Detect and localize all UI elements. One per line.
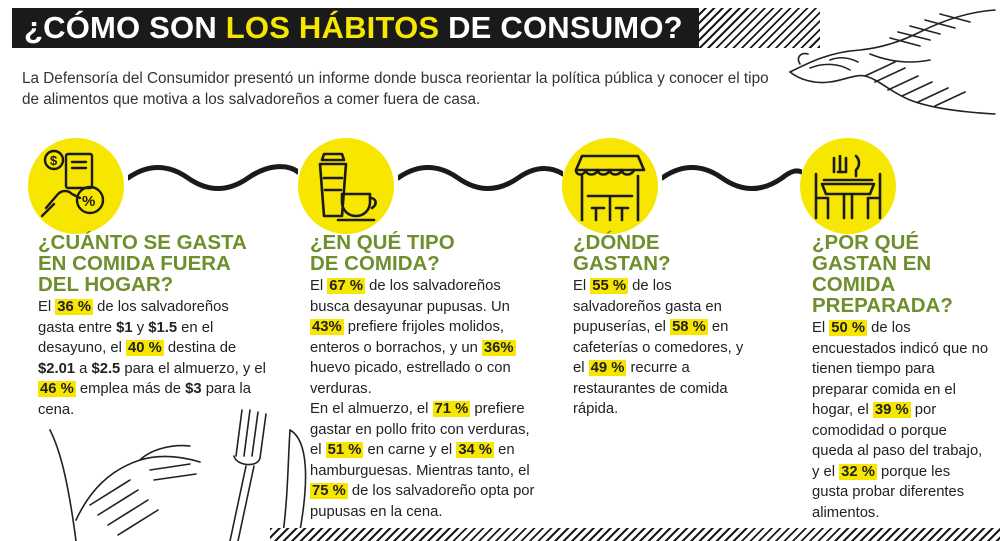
wave-connector-3 [662, 165, 802, 191]
hand-illustration-icon [789, 9, 996, 115]
body-text: El [573, 278, 591, 294]
bold-value: $1 [116, 319, 133, 336]
section-why: ¿POR QUÉ GASTAN EN COMIDA PREPARADA? El … [812, 232, 990, 523]
body-text: de los salvadoreños busca desayunar pupu… [310, 278, 510, 315]
section-body: El 55 % de los salvadoreños gasta en pup… [573, 276, 758, 420]
highlight-value: 58 % [670, 319, 708, 335]
title-highlight: LOS HÁBITOS [225, 10, 440, 45]
body-text: En el almuerzo, el [310, 401, 433, 417]
hand-fork-knife-icon [49, 409, 307, 541]
section-heading: ¿CUÁNTO SE GASTA EN COMIDA FUERA DEL HOG… [38, 231, 247, 296]
bold-value: $2.5 [91, 360, 121, 377]
highlight-value: 36 % [55, 299, 94, 315]
body-text: prefiere frijoles molidos, enteros o bor… [310, 319, 504, 356]
intro-text: La Defensoría del Consumidor presentó un… [22, 70, 769, 108]
restaurant-icon [562, 138, 658, 234]
highlight-value: 51 % [325, 442, 364, 458]
section-body: El 36 % de los salvadoreños gasta entre … [38, 297, 268, 420]
highlight-value: 55 % [590, 278, 629, 294]
dining-table-icon [800, 138, 896, 234]
highlight-value: 71 % [432, 401, 471, 417]
highlight-value: 40 % [126, 340, 164, 356]
body-text: por comodidad o porque queda al paso del… [812, 402, 983, 480]
section-body: El 67 % de los salvadoreños busca desayu… [310, 276, 538, 522]
bold-value: $2.01 [38, 360, 76, 377]
body-text: de los salvadoreños gasta en pupuserías,… [573, 278, 722, 335]
highlight-value: 49 % [588, 360, 627, 376]
highlight-value: 46 % [38, 381, 76, 397]
section-food-type: ¿EN QUÉ TIPO DE COMIDA? El 67 % de los s… [310, 232, 538, 522]
wave-connector-1 [128, 164, 298, 191]
svg-text:$: $ [50, 153, 58, 168]
wave-connector-2 [398, 165, 563, 191]
highlight-value: 67 % [327, 278, 366, 294]
body-text: en cafeterías o comedores, y el [573, 319, 744, 376]
highlight-value: 43% [310, 319, 344, 335]
body-text: de los encuestados indicó que no tienen … [812, 320, 989, 418]
bold-value: $1.5 [148, 319, 178, 336]
body-text: de los salvadoreños gasta entre [38, 299, 229, 336]
body-text: El [310, 278, 328, 294]
body-text: para la cena. [38, 381, 251, 418]
highlight-value: 75 % [310, 483, 348, 499]
title-text-post: DE CONSUMO? [439, 10, 683, 45]
highlight-value: 36% [481, 339, 516, 356]
body-text: en hamburguesas. Mientras tanto, el [310, 442, 530, 479]
money-card-icon: $ % [28, 138, 124, 234]
body-text: para el almuerzo, y el [120, 360, 266, 377]
section-heading: ¿POR QUÉ GASTAN EN COMIDA PREPARADA? [812, 231, 953, 317]
section-how-much: ¿CUÁNTO SE GASTA EN COMIDA FUERA DEL HOG… [38, 232, 268, 420]
highlight-value: 34 % [456, 442, 495, 458]
body-text: huevo picado, estrellado o con verduras. [310, 360, 511, 397]
body-text: a [75, 360, 92, 377]
section-heading: ¿DÓNDE GASTAN? [573, 231, 671, 275]
body-text: destina de [163, 340, 237, 356]
highlight-value: 50 % [829, 320, 868, 336]
highlight-value: 39 % [872, 402, 911, 418]
body-text: El [38, 299, 56, 315]
body-text: en carne y el [363, 442, 457, 458]
body-text: de los salvadoreño opta por pupusas en l… [310, 483, 535, 520]
bottom-stripe-decoration [270, 528, 1000, 541]
body-text: recurre a restaurantes de comida rápida. [573, 360, 728, 417]
body-text: porque les gusta probar diferentes alime… [812, 463, 965, 521]
page-title: ¿CÓMO SON LOS HÁBITOS DE CONSUMO? [24, 10, 683, 46]
body-text: y [132, 319, 149, 336]
body-text: prefiere gastar en pollo frito con verdu… [310, 401, 530, 458]
section-where: ¿DÓNDE GASTAN? El 55 % de los salvadoreñ… [573, 232, 758, 420]
title-bar: ¿CÓMO SON LOS HÁBITOS DE CONSUMO? [12, 8, 699, 48]
body-text: emplea más de [75, 381, 186, 397]
svg-text:%: % [82, 193, 95, 210]
bold-value: $3 [185, 381, 202, 397]
body-text: en el desayuno, el [38, 319, 214, 357]
coffee-icon [298, 138, 394, 234]
highlight-value: 32 % [839, 463, 877, 480]
body-text: El [812, 320, 830, 336]
section-heading: ¿EN QUÉ TIPO DE COMIDA? [310, 231, 455, 275]
title-text-pre: ¿CÓMO SON [24, 10, 226, 45]
section-body: El 50 % de los encuestados indicó que no… [812, 318, 990, 523]
